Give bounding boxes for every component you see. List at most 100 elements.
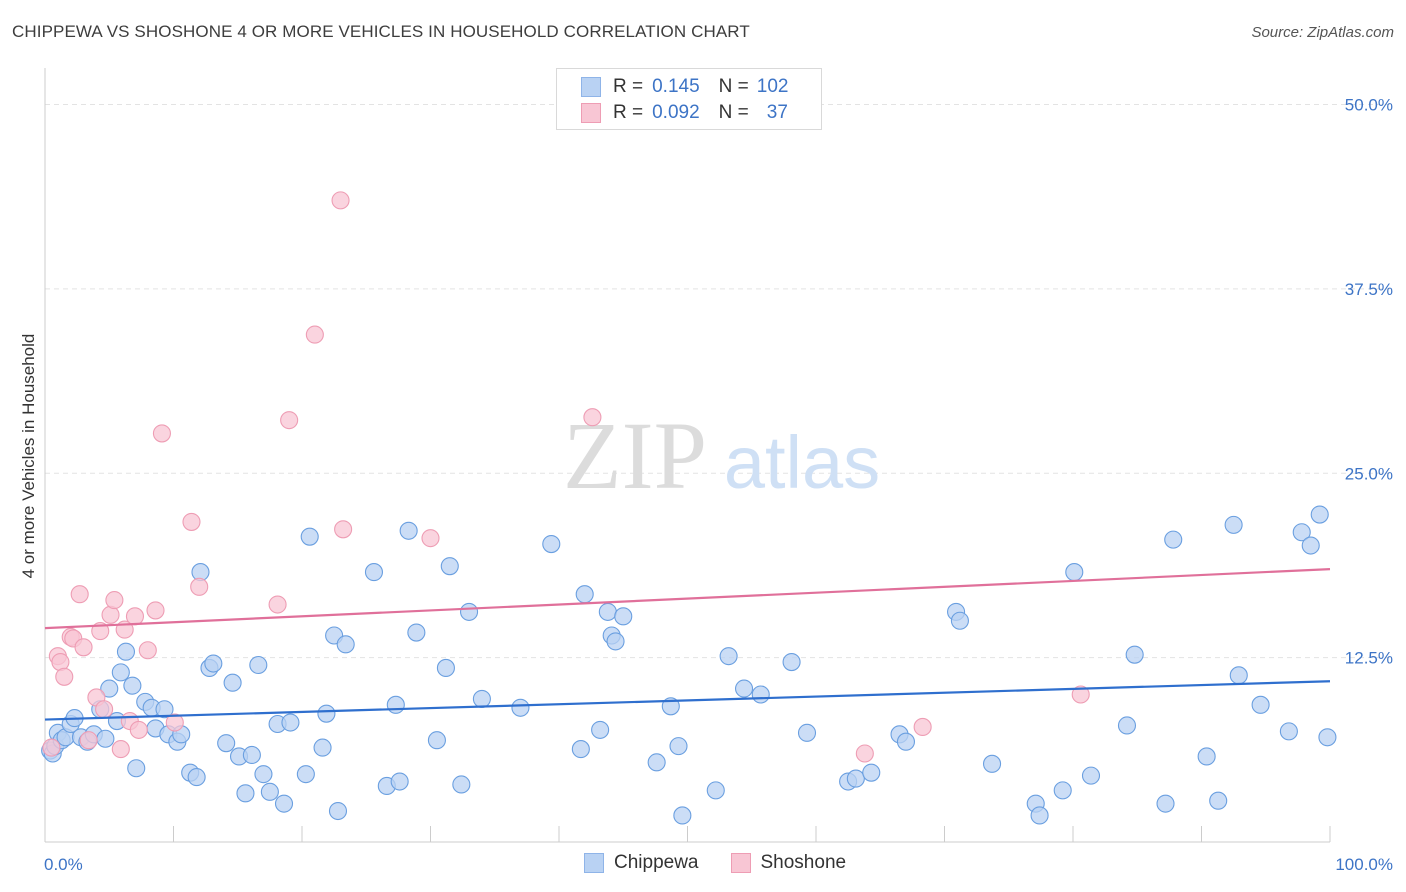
chippewa-point — [452, 775, 471, 794]
shoshone-point — [1071, 685, 1090, 704]
shoshone-point — [79, 731, 98, 750]
r-value: 0.145 — [652, 76, 700, 97]
chippewa-point — [111, 663, 130, 682]
chippewa-point — [896, 732, 916, 751]
trend-lines — [44, 568, 1331, 721]
chippewa-point — [399, 521, 418, 540]
chippewa-point — [606, 632, 625, 651]
chippewa-point — [440, 557, 459, 576]
chippewa-point — [575, 585, 594, 604]
chippewa-point — [281, 713, 300, 732]
legend-item-shoshone: Shoshone — [730, 852, 846, 874]
chippewa-point — [390, 772, 409, 791]
chippewa-point — [1224, 515, 1243, 534]
y-tick-label: 37.5% — [1345, 280, 1393, 299]
chart-source: Source: ZipAtlas.com — [1251, 24, 1394, 41]
chippewa-point — [1318, 728, 1337, 747]
shoshone-swatch — [581, 103, 601, 123]
chippewa-point — [846, 769, 865, 788]
y-tick-label: 50.0% — [1345, 96, 1393, 115]
chippewa-point — [511, 698, 530, 717]
chippewa-point — [260, 782, 279, 801]
shoshone-trend-line — [44, 568, 1331, 630]
shoshone-point — [129, 720, 148, 739]
shoshone-point — [268, 595, 287, 614]
shoshone-point — [855, 744, 874, 763]
chippewa-point — [1117, 716, 1137, 735]
gridlines — [45, 104, 1390, 659]
chippewa-point — [407, 623, 426, 642]
stats-row-chippewa: R = 0.145 N = 102 — [581, 74, 788, 100]
chippewa-point — [459, 602, 479, 621]
chippewa-point — [296, 765, 315, 784]
chippewa-point — [1053, 781, 1072, 800]
chippewa-point — [647, 753, 666, 772]
r-value: 0.092 — [652, 102, 700, 123]
tick-labels: 12.5% 25.0% 37.5% 50.0% 0.0% 100.0% — [44, 96, 1393, 875]
shoshone-point — [913, 717, 932, 737]
chippewa-point — [96, 729, 115, 748]
chippewa-point — [1030, 806, 1049, 825]
shoshone-point — [331, 191, 350, 210]
chippewa-point — [571, 740, 590, 759]
y-tick-label: 25.0% — [1345, 464, 1393, 483]
shoshone-point — [152, 424, 171, 443]
chippewa-point — [782, 652, 801, 672]
chippewa-point — [1279, 722, 1298, 741]
chippewa-point — [1125, 645, 1144, 664]
shoshone-point — [280, 411, 299, 430]
chippewa-point — [1301, 536, 1320, 555]
chippewa-point — [1209, 791, 1228, 810]
chippewa-point — [673, 806, 692, 825]
chippewa-point — [1081, 766, 1101, 785]
chippewa-swatch — [584, 853, 604, 873]
chippewa-point — [317, 704, 336, 723]
chippewa-point — [249, 655, 268, 675]
chippewa-point — [797, 723, 817, 742]
chippewa-point — [862, 763, 881, 782]
shoshone-swatch — [730, 853, 751, 873]
shoshone-point — [182, 512, 201, 531]
chippewa-point — [734, 679, 754, 698]
chippewa-trend-line — [44, 680, 1331, 721]
n-value: 37 — [766, 102, 788, 123]
chippewa-point — [313, 738, 332, 757]
chippewa-point — [100, 679, 119, 698]
chippewa-point — [254, 765, 273, 784]
chippewa-point — [591, 720, 610, 739]
chippewa-point — [236, 784, 255, 803]
watermark: ZIP atlas — [563, 402, 880, 509]
chippewa-point — [155, 700, 174, 719]
chippewa-point — [982, 754, 1002, 773]
chippewa-point — [614, 607, 633, 626]
x-tick-label: 0.0% — [44, 855, 83, 874]
chippewa-point — [123, 676, 142, 695]
x-tick-label: 100.0% — [1335, 855, 1393, 874]
chippewa-point — [1164, 530, 1183, 549]
shoshone-point — [55, 667, 74, 686]
chippewa-swatch — [581, 77, 601, 97]
chippewa-point — [950, 611, 969, 630]
chippewa-point — [598, 602, 617, 621]
n-value: 102 — [756, 76, 789, 97]
chippewa-point — [386, 695, 405, 714]
n-label: N = — [718, 102, 749, 123]
chippewa-point — [328, 801, 348, 821]
chippewa-point — [336, 635, 355, 654]
chart-title: CHIPPEWA VS SHOSHONE 4 OR MORE VEHICLES … — [12, 22, 750, 41]
chippewa-point — [223, 673, 242, 692]
shoshone-point — [146, 601, 165, 620]
chippewa-point — [1229, 666, 1248, 685]
y-tick-label: 12.5% — [1345, 649, 1393, 668]
shoshone-point — [105, 591, 124, 610]
shoshone-point — [70, 585, 89, 604]
chippewa-point — [751, 685, 770, 704]
r-label: R = — [613, 76, 644, 97]
chippewa-point — [669, 737, 688, 756]
shoshone-point — [95, 700, 114, 719]
chippewa-point — [542, 534, 561, 554]
n-label: N = — [718, 76, 749, 97]
chippewa-point — [427, 731, 446, 750]
chippewa-point — [436, 658, 455, 678]
shoshone-point — [583, 408, 602, 427]
